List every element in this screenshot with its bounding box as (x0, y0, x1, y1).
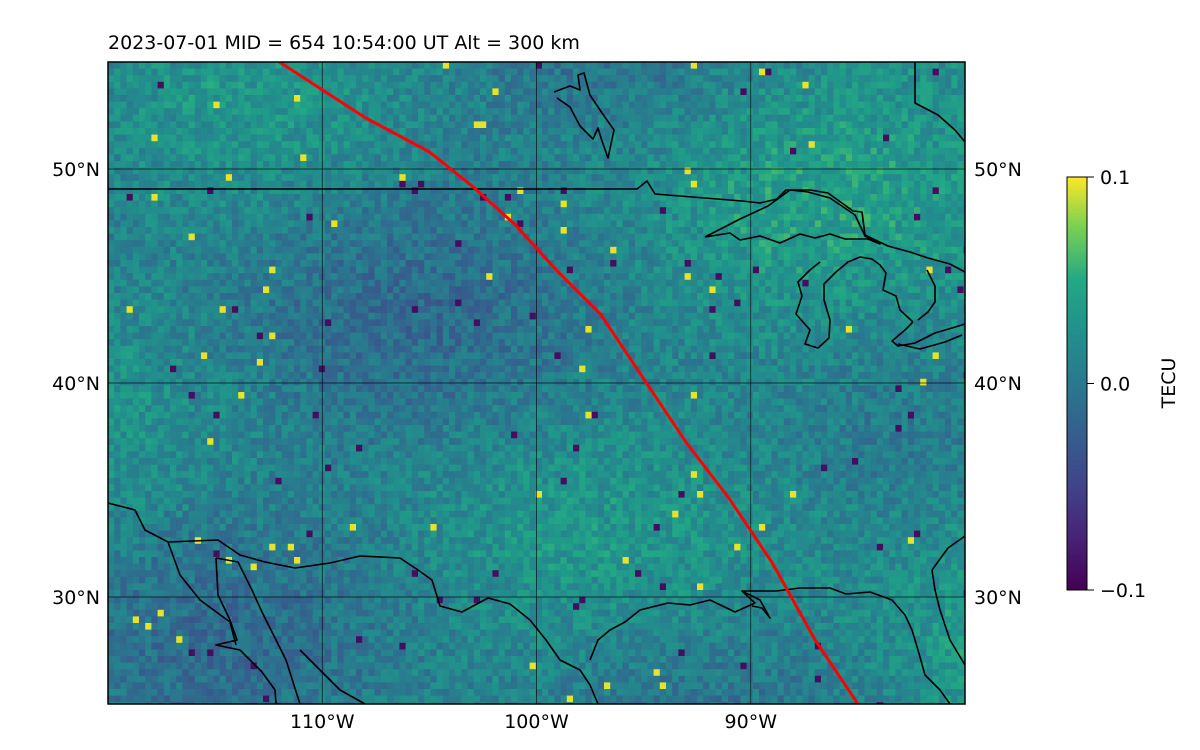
coastlines (108, 62, 965, 704)
lake-huron (864, 234, 965, 273)
satellite-track (278, 62, 860, 704)
lat-label-left: 30°N (52, 587, 100, 609)
florida-coast (931, 535, 965, 571)
tec-heatmap (108, 62, 965, 704)
lake-huron-south (891, 321, 965, 347)
colorbar-ticks: 0.1 0.0 −0.1 (1087, 167, 1146, 602)
florida-west (931, 569, 965, 666)
lat-labels-right: 50°N 40°N 30°N (974, 159, 1022, 609)
baja-california (215, 557, 301, 704)
lon-label: 110°W (290, 711, 355, 733)
lat-label-right: 30°N (974, 587, 1022, 609)
lat-label-left: 50°N (52, 159, 100, 181)
lat-label-left: 40°N (52, 373, 100, 395)
lake-superior (704, 189, 881, 245)
map-gridlines (108, 62, 965, 704)
colorbar-tick-label: −0.1 (1100, 580, 1146, 602)
map-frame (107, 61, 966, 705)
colorbar-gradient (1066, 176, 1088, 591)
james-bay-coast (553, 72, 615, 159)
colorbar: 0.1 0.0 −0.1 TECU (1066, 167, 1180, 602)
lon-labels: 110°W 100°W 90°W (290, 711, 777, 733)
colorbar-tick-label: 0.1 (1100, 167, 1130, 189)
lat-labels-left: 50°N 40°N 30°N (52, 159, 100, 609)
lon-label: 90°W (725, 711, 778, 733)
lon-label: 100°W (504, 711, 569, 733)
lat-label-right: 50°N (974, 159, 1022, 181)
colorbar-label: TECU (1158, 358, 1180, 410)
lat-label-right: 40°N (974, 373, 1022, 395)
us-mexico-border (108, 502, 599, 704)
map-title: 2023-07-01 MID = 654 10:54:00 UT Alt = 3… (108, 32, 580, 54)
gulf-coast (589, 587, 951, 704)
sonora-coast (167, 541, 237, 646)
mississippi-delta (741, 590, 771, 619)
lake-erie (897, 334, 963, 350)
hudson-bay-coast (914, 62, 965, 143)
colorbar-tick-label: 0.0 (1100, 374, 1130, 396)
michigan-thumb (917, 269, 936, 321)
baja-inner (215, 557, 277, 704)
lake-michigan (795, 256, 914, 349)
pacific-coast (299, 649, 366, 704)
